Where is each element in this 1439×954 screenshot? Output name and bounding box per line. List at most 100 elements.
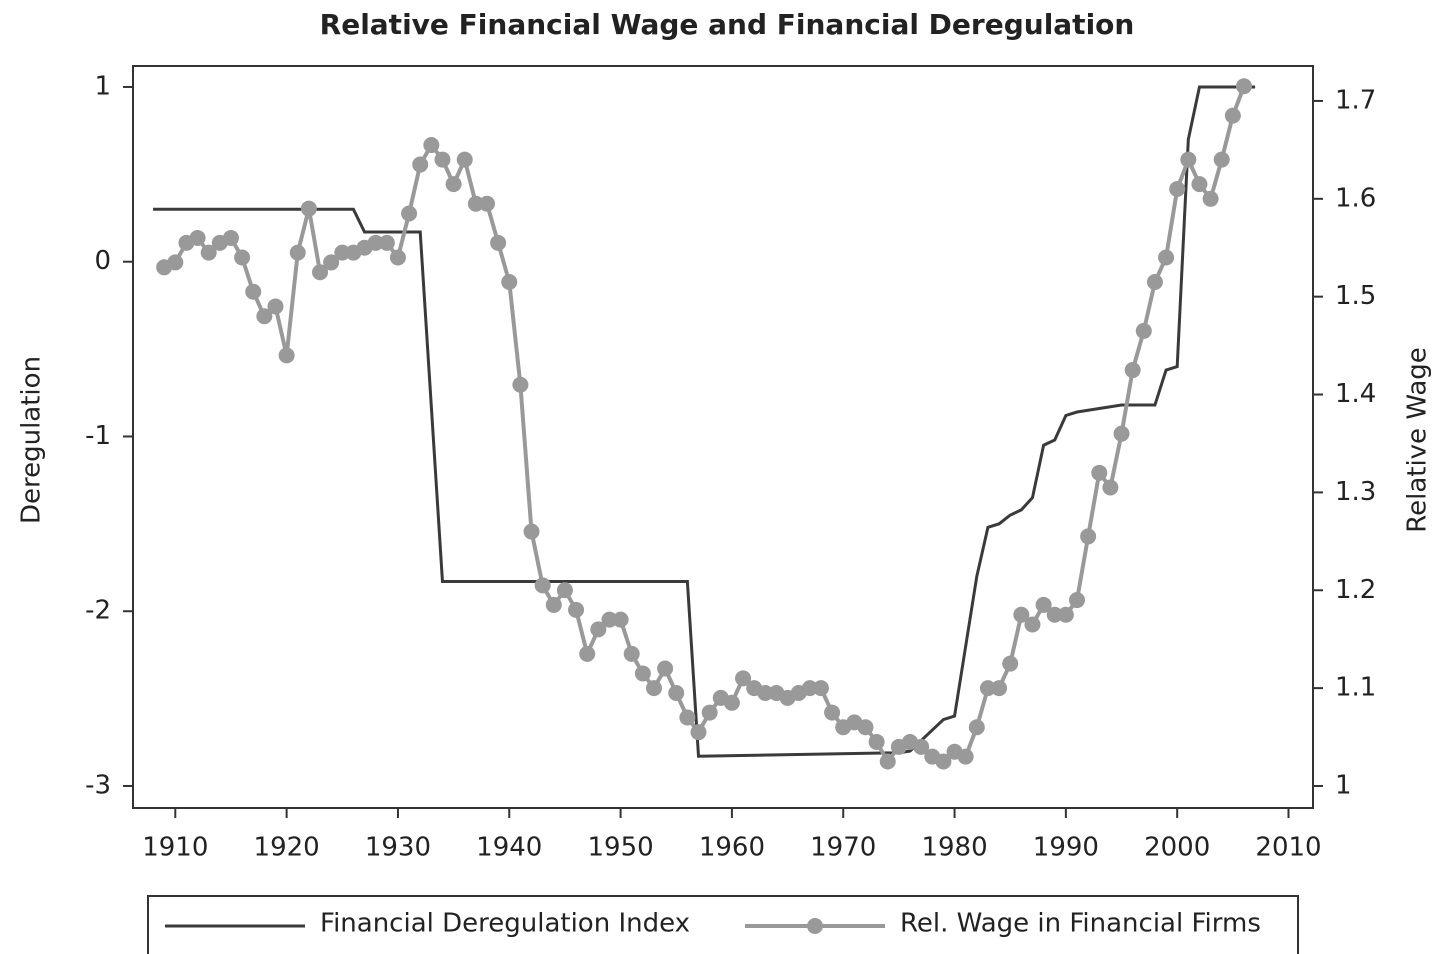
series-marker bbox=[1135, 322, 1152, 339]
y2-axis-label: Relative Wage bbox=[1403, 347, 1433, 533]
x-tick-label: 1930 bbox=[365, 833, 431, 863]
series-marker bbox=[1080, 528, 1097, 545]
series-marker bbox=[278, 347, 295, 364]
series-marker bbox=[601, 611, 618, 628]
series-marker bbox=[824, 704, 841, 721]
series-marker bbox=[1202, 190, 1219, 207]
series-marker bbox=[1169, 181, 1186, 198]
series-marker bbox=[445, 176, 462, 193]
series-marker bbox=[857, 719, 874, 736]
series-marker bbox=[367, 234, 384, 251]
series-marker bbox=[334, 244, 351, 261]
x-tick-label: 2010 bbox=[1255, 833, 1321, 863]
series-line bbox=[163, 85, 1246, 766]
series-marker bbox=[412, 156, 429, 173]
series-marker bbox=[523, 523, 540, 540]
series-marker bbox=[189, 229, 206, 246]
y2-tick-label: 1 bbox=[1335, 770, 1352, 800]
y-tick-label: -1 bbox=[85, 421, 111, 451]
series-marker bbox=[1113, 425, 1130, 442]
x-tick-label: 1950 bbox=[587, 833, 653, 863]
series-marker bbox=[490, 234, 507, 251]
x-tick-label: 1940 bbox=[476, 833, 542, 863]
series-marker bbox=[256, 308, 273, 325]
y2-tick-label: 1.2 bbox=[1335, 575, 1376, 605]
legend-label: Financial Deregulation Index bbox=[320, 909, 690, 939]
series-marker bbox=[1002, 655, 1019, 672]
series-marker bbox=[612, 611, 629, 628]
series-marker bbox=[590, 621, 607, 638]
series-marker bbox=[245, 283, 262, 300]
series-marker bbox=[968, 719, 985, 736]
series-marker bbox=[979, 680, 996, 697]
series-marker bbox=[312, 264, 329, 281]
series-marker bbox=[323, 254, 340, 271]
series-marker bbox=[1124, 362, 1141, 379]
series-marker bbox=[657, 660, 674, 677]
series-marker bbox=[1024, 616, 1041, 633]
series-marker bbox=[534, 577, 551, 594]
series-marker bbox=[456, 151, 473, 168]
series-marker bbox=[1213, 151, 1230, 168]
x-tick-label: 1970 bbox=[810, 833, 876, 863]
y-tick-label: 0 bbox=[94, 246, 111, 276]
series-marker bbox=[812, 680, 829, 697]
series-marker bbox=[579, 645, 596, 662]
series-marker bbox=[501, 273, 518, 290]
x-tick-label: 1910 bbox=[142, 833, 208, 863]
series-marker bbox=[1035, 596, 1052, 613]
y2-tick-label: 1.4 bbox=[1335, 379, 1376, 409]
series-marker bbox=[434, 151, 451, 168]
series-marker bbox=[1091, 464, 1108, 481]
series-marker bbox=[1180, 151, 1197, 168]
series-marker bbox=[1057, 606, 1074, 623]
series-marker bbox=[1013, 606, 1030, 623]
legend-marker bbox=[807, 918, 823, 934]
series-marker bbox=[623, 645, 640, 662]
series-marker bbox=[913, 738, 930, 755]
y2-tick-label: 1.6 bbox=[1335, 183, 1376, 213]
y-tick-label: -2 bbox=[85, 596, 111, 626]
series-marker bbox=[757, 685, 774, 702]
x-tick-label: 1980 bbox=[921, 833, 987, 863]
series-marker bbox=[879, 753, 896, 770]
y2-tick-label: 1.5 bbox=[1335, 281, 1376, 311]
legend-box bbox=[147, 895, 1299, 954]
series-marker bbox=[289, 244, 306, 261]
series-marker bbox=[701, 704, 718, 721]
series-marker bbox=[389, 249, 406, 266]
series-marker bbox=[512, 376, 529, 393]
series-marker bbox=[801, 680, 818, 697]
series-marker bbox=[200, 244, 217, 261]
series-marker bbox=[690, 724, 707, 741]
series-marker bbox=[1158, 249, 1175, 266]
y-tick-label: -3 bbox=[85, 770, 111, 800]
series-marker bbox=[1224, 107, 1241, 124]
series-marker bbox=[645, 680, 662, 697]
series-marker bbox=[267, 298, 284, 315]
series-marker bbox=[378, 234, 395, 251]
series-marker bbox=[1046, 606, 1063, 623]
x-tick-label: 1990 bbox=[1033, 833, 1099, 863]
y-axis-label: Deregulation bbox=[17, 356, 47, 524]
series-marker bbox=[935, 753, 952, 770]
y-tick-label: 1 bbox=[94, 71, 111, 101]
series-marker bbox=[556, 582, 573, 599]
series-marker bbox=[1069, 592, 1085, 609]
series-marker bbox=[568, 601, 585, 618]
series-marker bbox=[1146, 273, 1163, 290]
series-marker bbox=[167, 254, 184, 271]
series-marker bbox=[234, 249, 251, 266]
series-marker bbox=[545, 596, 562, 613]
series-marker bbox=[723, 694, 740, 711]
series-marker bbox=[479, 195, 495, 212]
x-tick-label: 1920 bbox=[254, 833, 320, 863]
series-marker bbox=[1102, 479, 1119, 496]
series-marker bbox=[957, 748, 974, 765]
series-marker bbox=[1235, 78, 1252, 95]
chart-title: Relative Financial Wage and Financial De… bbox=[320, 8, 1135, 41]
series-marker bbox=[1191, 176, 1208, 193]
series-marker bbox=[423, 136, 440, 153]
